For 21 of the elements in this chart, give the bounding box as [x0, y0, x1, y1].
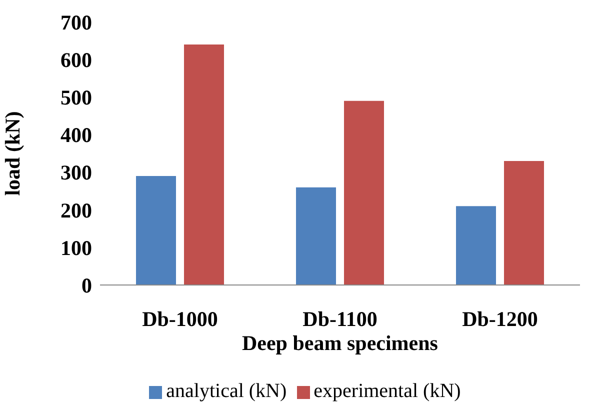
y-axis-title: load (kN)	[0, 111, 24, 196]
legend-label: analytical (kN)	[166, 380, 287, 402]
x-tick-label: Db-1000	[142, 306, 218, 331]
y-tick-label: 700	[60, 10, 92, 34]
legend-label: experimental (kN)	[314, 380, 461, 402]
bar	[504, 161, 544, 285]
y-tick-label: 600	[60, 48, 92, 72]
y-tick-label: 100	[60, 236, 92, 260]
y-tick-label: 200	[60, 198, 92, 222]
bar	[296, 187, 336, 285]
bar	[136, 176, 176, 285]
x-axis-title: Deep beam specimens	[242, 331, 438, 355]
bar	[344, 100, 384, 285]
x-tick-label: Db-1200	[462, 306, 538, 331]
y-tick-label: 500	[60, 86, 92, 110]
bar	[184, 44, 224, 285]
x-tick-label: Db-1100	[302, 306, 378, 331]
y-tick-label: 300	[60, 160, 92, 185]
bar	[456, 206, 496, 285]
y-tick-label: 400	[60, 123, 92, 148]
y-tick-label: 0	[82, 273, 92, 298]
